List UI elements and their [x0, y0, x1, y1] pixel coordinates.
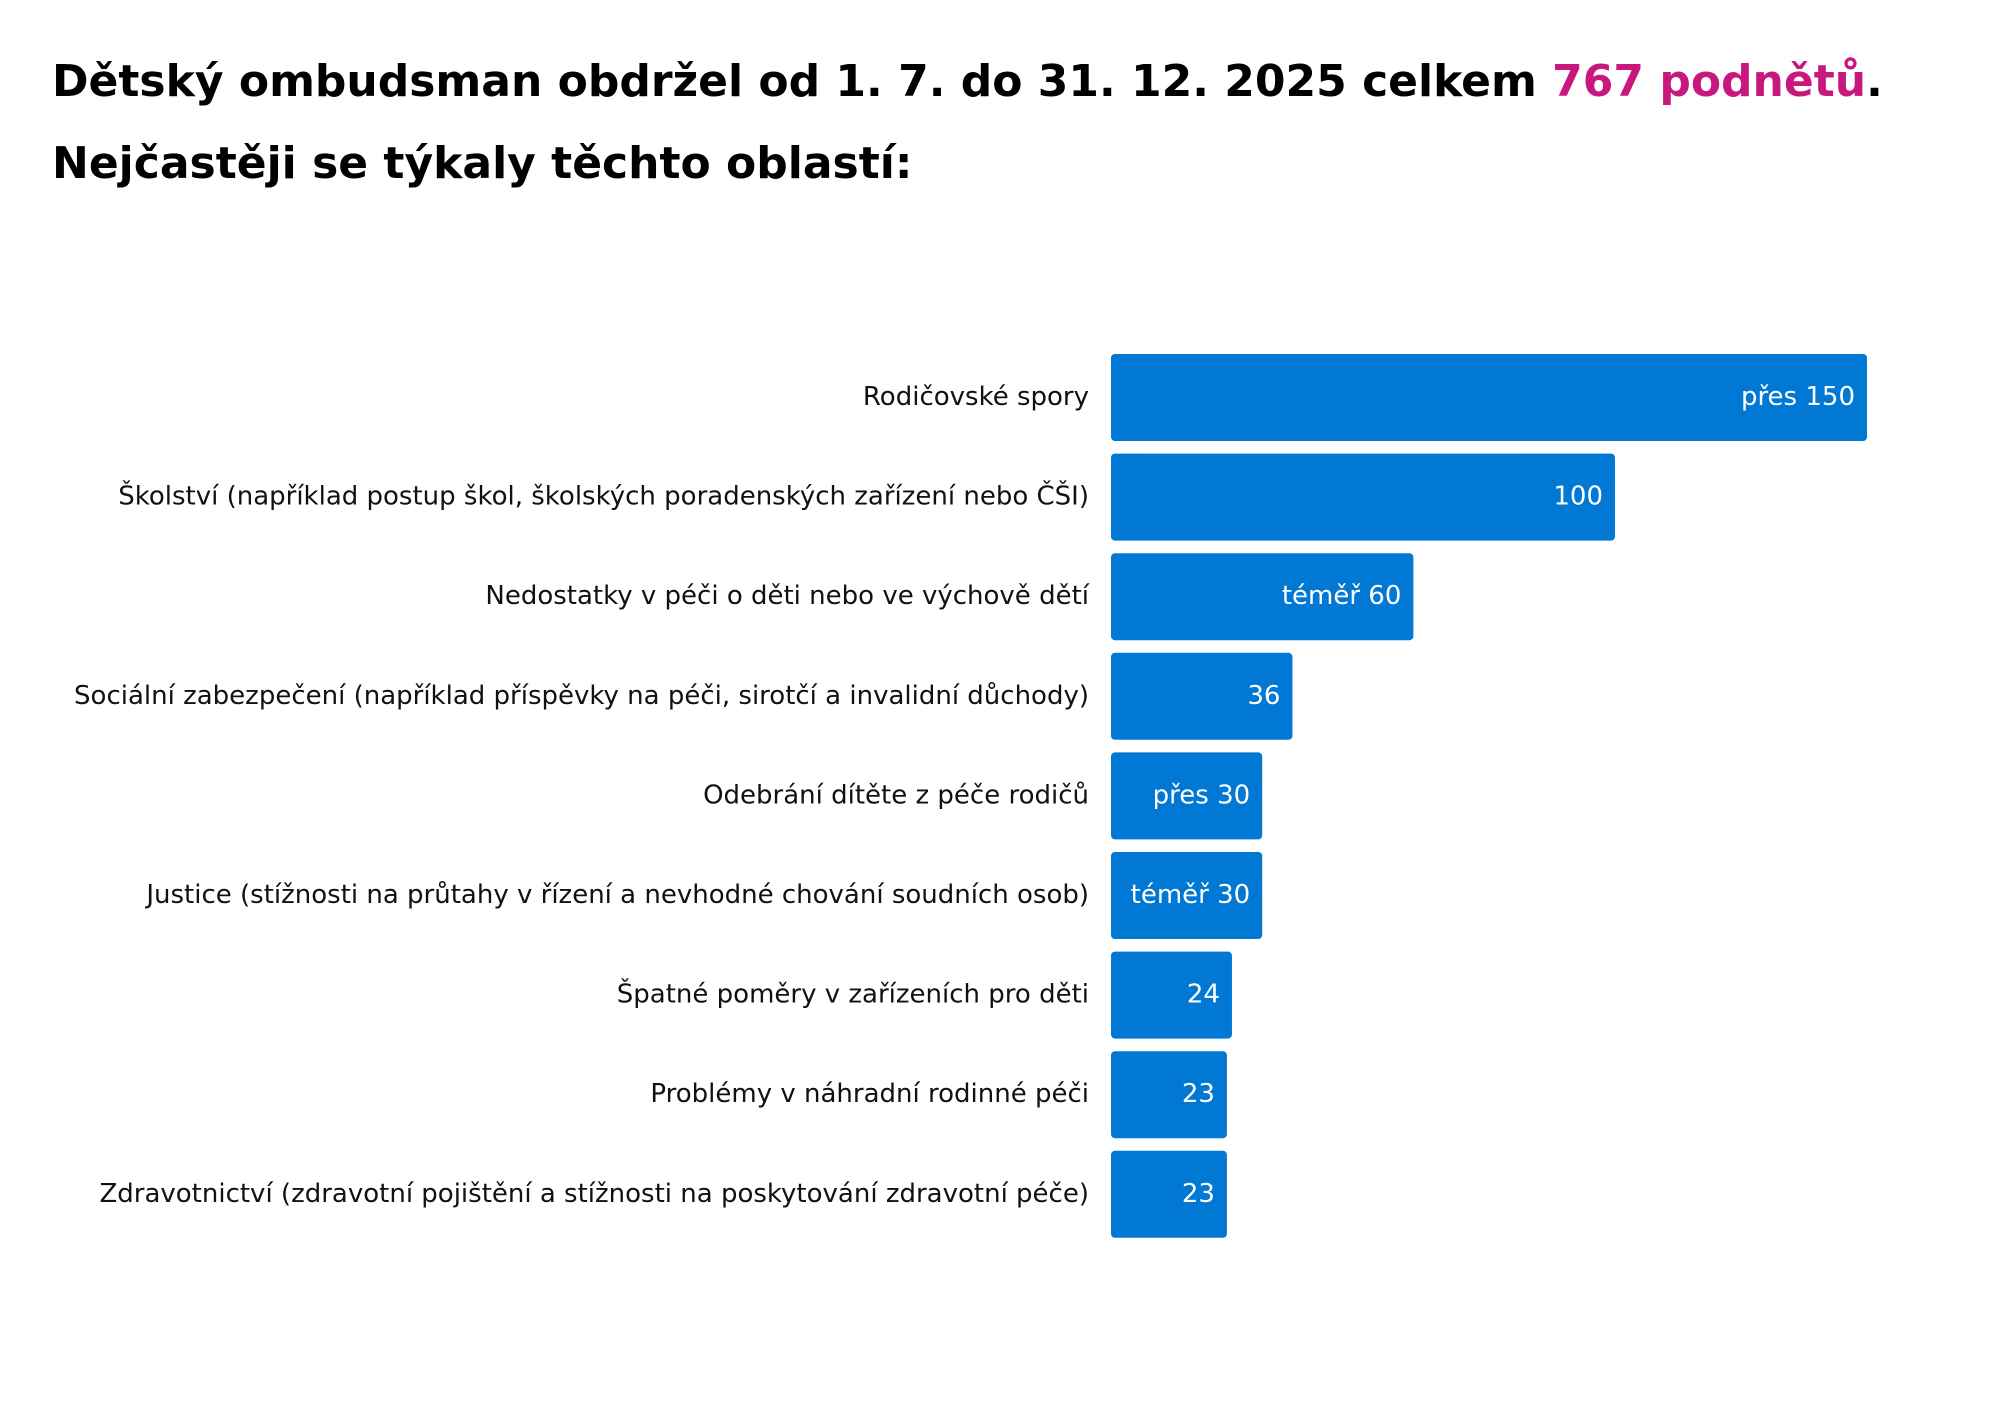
value-label: 100	[1553, 482, 1603, 512]
bar	[1111, 354, 1867, 441]
bar	[1111, 852, 1263, 939]
category-label: Problémy v náhradní rodinné péči	[650, 1079, 1089, 1109]
value-label: téměř 60	[1282, 581, 1402, 611]
chart-subtitle: Nejčastěji se týkaly těchto oblastí:	[52, 138, 912, 189]
category-label: Rodičovské spory	[863, 382, 1089, 412]
chart-title: Dětský ombudsman obdržel od 1. 7. do 31.…	[52, 56, 1883, 107]
value-label: 23	[1182, 1079, 1215, 1109]
value-label: 23	[1182, 1179, 1215, 1209]
title-part: Dětský ombudsman obdržel od 1. 7. do 31.…	[52, 56, 1552, 107]
bar	[1111, 951, 1232, 1039]
value-label: přes 150	[1741, 382, 1855, 412]
category-label: Zdravotnictví (zdravotní pojištění a stí…	[99, 1179, 1089, 1209]
category-label: Nedostatky v péči o děti nebo ve výchově…	[485, 581, 1089, 611]
bar	[1111, 752, 1263, 840]
category-label: Špatné poměry v zařízeních pro děti	[617, 978, 1089, 1010]
bar	[1111, 453, 1615, 541]
category-label: Sociální zabezpečení (například příspěvk…	[74, 681, 1089, 711]
bar	[1111, 1150, 1227, 1238]
bar	[1111, 553, 1414, 641]
value-label: 36	[1247, 681, 1280, 711]
title-part: 767 podnětů	[1552, 56, 1866, 107]
category-label: Školství (například postup škol, školský…	[118, 480, 1089, 512]
title-part: .	[1866, 56, 1883, 107]
value-label: 24	[1187, 980, 1220, 1010]
value-label: přes 30	[1153, 780, 1251, 810]
bar	[1111, 1051, 1227, 1139]
value-label: téměř 30	[1131, 880, 1251, 910]
category-label: Odebrání dítěte z péče rodičů	[703, 780, 1089, 810]
category-label: Justice (stížnosti na průtahy v řízení a…	[144, 880, 1089, 910]
bar	[1111, 652, 1293, 740]
